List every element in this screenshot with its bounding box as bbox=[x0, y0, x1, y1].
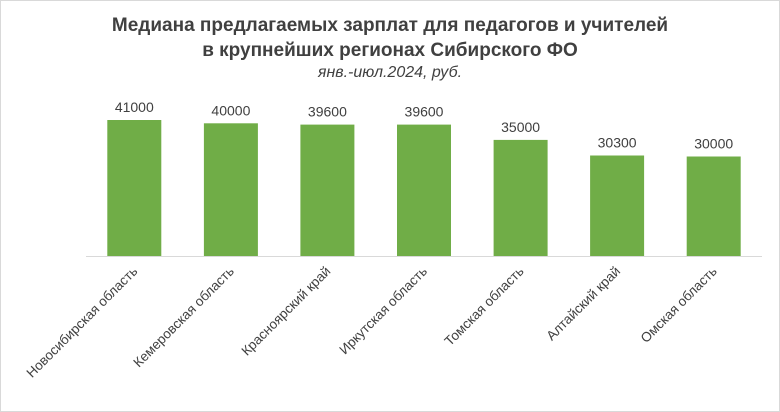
bar bbox=[686, 156, 741, 256]
data-label: 40000 bbox=[211, 102, 250, 118]
data-label: 30300 bbox=[598, 135, 637, 151]
data-label: 30000 bbox=[694, 136, 733, 152]
chart-title-line-2: в крупнейших регионах Сибирского ФО bbox=[202, 40, 578, 61]
category-label: Омская область bbox=[638, 264, 720, 346]
bar bbox=[397, 124, 451, 256]
bar bbox=[590, 155, 645, 256]
chart-title-line-1: Медиана предлагаемых зарплат для педагог… bbox=[111, 15, 669, 36]
category-label: Кемеровская область bbox=[130, 264, 237, 371]
bar bbox=[107, 120, 162, 256]
chart-subtitle: янв.-июл.2024, руб. bbox=[317, 64, 463, 81]
data-label: 35000 bbox=[501, 119, 540, 135]
bar bbox=[300, 124, 355, 256]
bar bbox=[203, 123, 258, 256]
category-label: Красноярский край bbox=[239, 264, 334, 359]
category-label: Новосибирская область bbox=[23, 264, 140, 381]
bar bbox=[493, 139, 548, 256]
chart-title: Медиана предлагаемых зарплат для педагог… bbox=[1, 13, 779, 63]
data-label: 39600 bbox=[405, 104, 444, 120]
category-label: Иркутская область bbox=[336, 264, 430, 358]
data-label: 39600 bbox=[308, 104, 347, 120]
data-label: 41000 bbox=[115, 99, 154, 115]
category-label: Алтайский край bbox=[543, 264, 623, 344]
category-label: Томская область bbox=[442, 264, 527, 349]
